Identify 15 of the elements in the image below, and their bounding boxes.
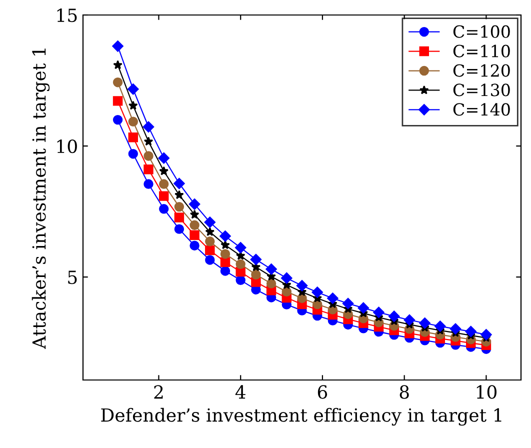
- x-tick-label: 6: [318, 385, 328, 399]
- legend-label: C=120: [453, 64, 510, 77]
- x-tick-label: 2: [154, 385, 163, 399]
- x-tick-label: 4: [235, 385, 246, 399]
- legend-label: C=110: [453, 44, 510, 58]
- y-axis-title: Attacker’s investment in target 1: [32, 48, 50, 350]
- legend-label: C=130: [453, 84, 510, 96]
- legend-label: C=140: [453, 103, 510, 116]
- y-tick-label: 15: [57, 8, 77, 22]
- x-tick-label: 10: [476, 385, 496, 399]
- x-tick-label: 8: [400, 385, 409, 399]
- legend-label: C=100: [453, 25, 510, 38]
- y-tick-label: 5: [68, 270, 77, 284]
- y-tick-label: 10: [57, 139, 77, 154]
- x-axis-title: Defender’s investment efficiency in target 1: [101, 408, 502, 426]
